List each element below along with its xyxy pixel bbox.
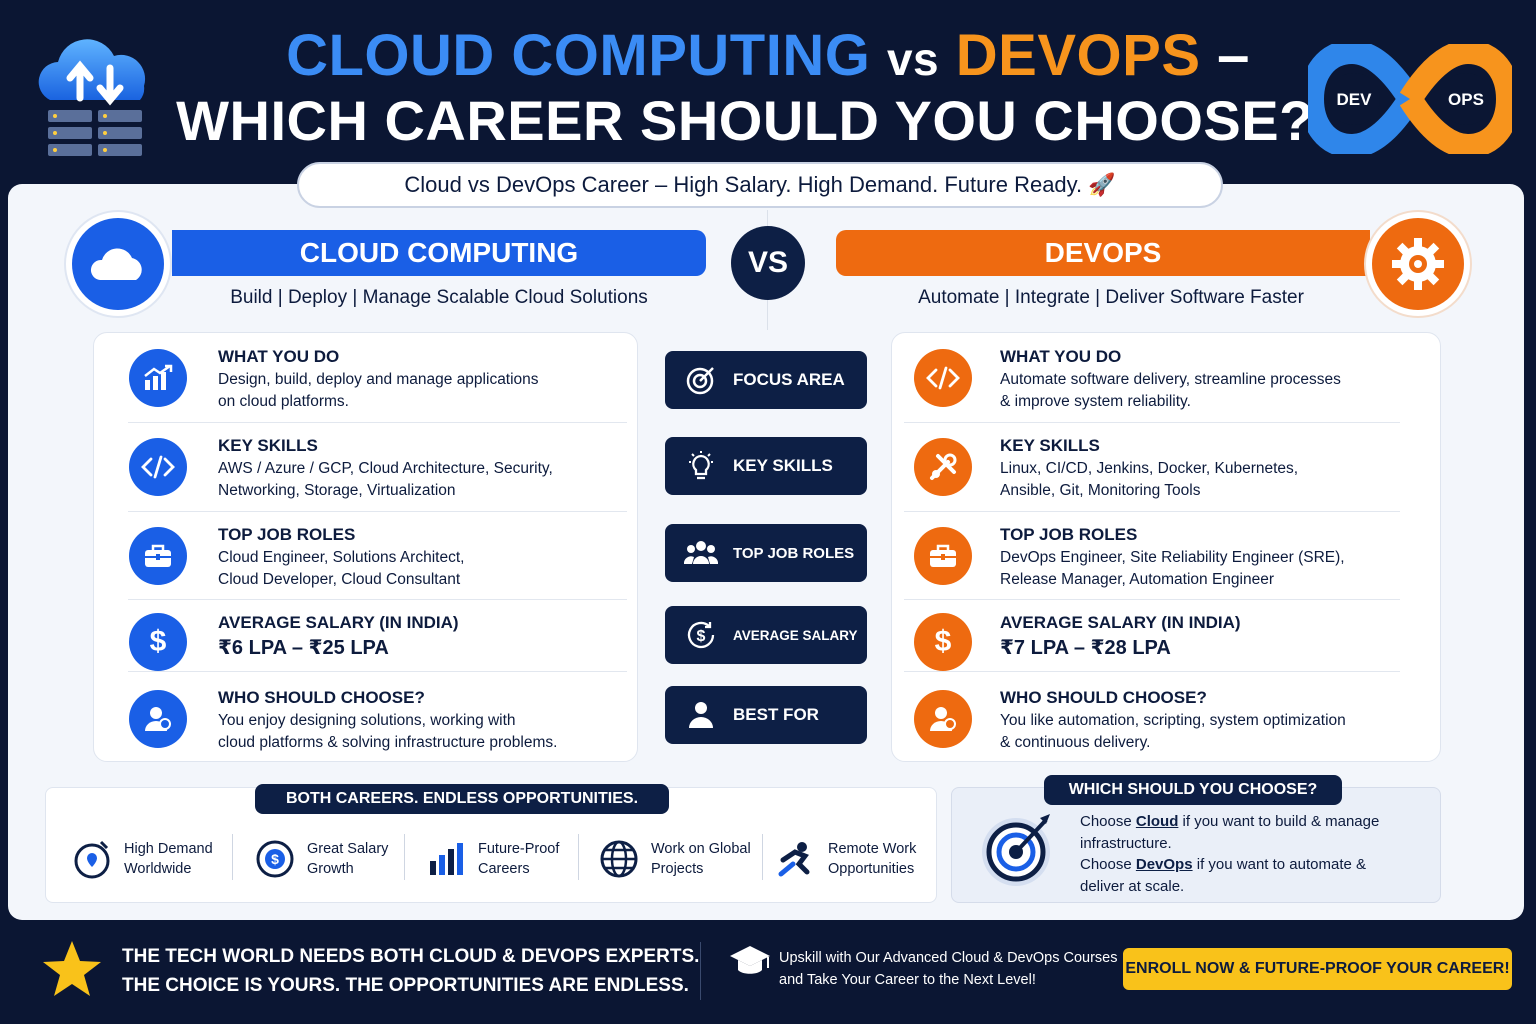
dollar-icon: $ bbox=[129, 613, 187, 671]
upskill-text: Upskill with Our Advanced Cloud & DevOps… bbox=[779, 950, 1118, 988]
user-icon bbox=[914, 690, 972, 748]
svg-text:$: $ bbox=[271, 851, 279, 867]
star-icon bbox=[40, 938, 104, 1002]
remote-work-icon bbox=[774, 837, 818, 881]
cloud-row-text: Design, build, deploy and manage applica… bbox=[218, 371, 539, 410]
cloud-row-what: WHAT YOU DO Design, build, deploy and ma… bbox=[94, 347, 637, 427]
cloud-row-roles: TOP JOB ROLES Cloud Engineer, Solutions … bbox=[94, 525, 637, 605]
cloud-server-logo-icon bbox=[28, 28, 162, 162]
devops-row-title: WHO SHOULD CHOOSE? bbox=[1000, 688, 1207, 707]
briefcase-icon bbox=[129, 527, 187, 585]
cloud-row-title: TOP JOB ROLES bbox=[218, 525, 356, 544]
devops-row-text: Automate software delivery, streamline p… bbox=[1000, 371, 1341, 410]
person-icon bbox=[683, 697, 719, 733]
focus-area-label: FOCUS AREA bbox=[665, 351, 867, 409]
choose-text: Choose Cloud if you want to build & mana… bbox=[1080, 813, 1380, 895]
opportunity-future-proof: Future-Proof Careers bbox=[424, 834, 559, 884]
devops-row-title: AVERAGE SALARY (IN INDIA) bbox=[1000, 613, 1241, 632]
devops-row-skills: KEY SKILLS Linux, CI/CD, Jenkins, Docker… bbox=[892, 436, 1440, 516]
devops-salary-value: ₹7 LPA – ₹28 LPA bbox=[1000, 637, 1171, 659]
devops-row-text: Linux, CI/CD, Jenkins, Docker, Kubernete… bbox=[1000, 460, 1299, 499]
devops-row-title: TOP JOB ROLES bbox=[1000, 525, 1138, 544]
opportunity-high-demand: High Demand Worldwide bbox=[70, 834, 213, 884]
cloud-row-text: AWS / Azure / GCP, Cloud Architecture, S… bbox=[218, 460, 553, 499]
devops-row-salary: $ AVERAGE SALARY (IN INDIA) ₹7 LPA – ₹28… bbox=[892, 613, 1440, 683]
devops-header-icon bbox=[1364, 210, 1472, 318]
tools-icon bbox=[914, 438, 972, 496]
cloud-row-who: WHO SHOULD CHOOSE? You enjoy designing s… bbox=[94, 688, 637, 758]
devops-row-roles: TOP JOB ROLES DevOps Engineer, Site Reli… bbox=[892, 525, 1440, 605]
vs-badge: VS bbox=[731, 226, 805, 300]
briefcase-icon bbox=[914, 527, 972, 585]
cloud-row-skills: KEY SKILLS AWS / Azure / GCP, Cloud Arch… bbox=[94, 436, 637, 516]
bar-chart-icon bbox=[424, 837, 468, 881]
title-cloud: CLOUD COMPUTING bbox=[286, 23, 871, 88]
tagline: Cloud vs DevOps Career – High Salary. Hi… bbox=[297, 162, 1223, 208]
cloud-row-title: WHO SHOULD CHOOSE? bbox=[218, 688, 425, 707]
cloud-card: WHAT YOU DO Design, build, deploy and ma… bbox=[93, 332, 638, 762]
cloud-row-salary: $ AVERAGE SALARY (IN INDIA) ₹6 LPA – ₹25… bbox=[94, 613, 637, 683]
logo-ops-text: OPS bbox=[1448, 90, 1484, 109]
team-icon bbox=[683, 535, 719, 571]
enroll-now-button[interactable]: ENROLL NOW & FUTURE-PROOF YOUR CAREER! bbox=[1123, 948, 1512, 990]
devops-heading: DEVOPS bbox=[836, 230, 1370, 276]
page-title-line1: CLOUD COMPUTING vs DEVOPS – bbox=[0, 22, 1536, 89]
cloud-row-text: You enjoy designing solutions, working w… bbox=[218, 712, 558, 751]
devops-row-what: WHAT YOU DO Automate software delivery, … bbox=[892, 347, 1440, 427]
devops-subtitle: Automate | Integrate | Deliver Software … bbox=[918, 287, 1304, 308]
lightbulb-icon bbox=[683, 448, 719, 484]
title-dash: – bbox=[1217, 23, 1250, 88]
graduation-cap-icon bbox=[728, 944, 772, 978]
cloud-row-title: KEY SKILLS bbox=[218, 436, 318, 455]
target-icon bbox=[683, 362, 719, 398]
top-job-roles-label: TOP JOB ROLES bbox=[665, 524, 867, 582]
dollar-icon: $ bbox=[914, 613, 972, 671]
devops-row-text: DevOps Engineer, Site Reliability Engine… bbox=[1000, 549, 1345, 588]
devops-row-title: WHAT YOU DO bbox=[1000, 347, 1122, 366]
code-icon bbox=[129, 438, 187, 496]
opportunity-salary-growth: $ Great Salary Growth bbox=[253, 834, 388, 884]
growth-chart-icon bbox=[129, 349, 187, 407]
globe-icon bbox=[597, 837, 641, 881]
key-skills-label: KEY SKILLS bbox=[665, 437, 867, 495]
svg-text:$: $ bbox=[697, 628, 706, 645]
cloud-header-icon bbox=[64, 210, 172, 318]
opportunity-remote-work: Remote Work Opportunities bbox=[774, 834, 916, 884]
devops-row-title: KEY SKILLS bbox=[1000, 436, 1100, 455]
choose-heading: WHICH SHOULD YOU CHOOSE? bbox=[1044, 775, 1342, 805]
logo-dev-text: DEV bbox=[1337, 90, 1373, 109]
page-title-line2: WHICH CAREER SHOULD YOU CHOOSE? bbox=[176, 89, 1314, 152]
best-for-label: BEST FOR bbox=[665, 686, 867, 744]
devops-row-who: WHO SHOULD CHOOSE? You like automation, … bbox=[892, 688, 1440, 758]
opportunities-heading: BOTH CAREERS. ENDLESS OPPORTUNITIES. bbox=[255, 784, 669, 814]
globe-pin-icon bbox=[70, 837, 114, 881]
opportunity-global-projects: Work on Global Projects bbox=[597, 834, 751, 884]
footer-message: THE TECH WORLD NEEDS BOTH CLOUD & DEVOPS… bbox=[122, 946, 700, 996]
devops-infinity-logo-icon: DEV OPS bbox=[1299, 39, 1521, 159]
title-vs: vs bbox=[886, 33, 940, 85]
devops-link[interactable]: DevOps bbox=[1135, 856, 1193, 873]
cloud-row-title: AVERAGE SALARY (IN INDIA) bbox=[218, 613, 459, 632]
target-arrow-icon bbox=[976, 808, 1058, 890]
dollar-cycle-icon: $ bbox=[683, 617, 719, 653]
user-icon bbox=[129, 690, 187, 748]
devops-row-text: You like automation, scripting, system o… bbox=[1000, 712, 1346, 751]
cloud-row-text: Cloud Engineer, Solutions Architect, Clou… bbox=[218, 549, 465, 588]
cloud-subtitle: Build | Deploy | Manage Scalable Cloud S… bbox=[230, 287, 648, 308]
salary-growth-icon: $ bbox=[253, 837, 297, 881]
code-icon bbox=[914, 349, 972, 407]
cloud-link[interactable]: Cloud bbox=[1135, 813, 1179, 830]
cloud-row-title: WHAT YOU DO bbox=[218, 347, 340, 366]
devops-card: WHAT YOU DO Automate software delivery, … bbox=[891, 332, 1441, 762]
cloud-heading: CLOUD COMPUTING bbox=[172, 230, 706, 276]
cloud-salary-value: ₹6 LPA – ₹25 LPA bbox=[218, 637, 389, 659]
average-salary-label: $ AVERAGE SALARY bbox=[665, 606, 867, 664]
title-devops: DEVOPS bbox=[955, 23, 1201, 88]
